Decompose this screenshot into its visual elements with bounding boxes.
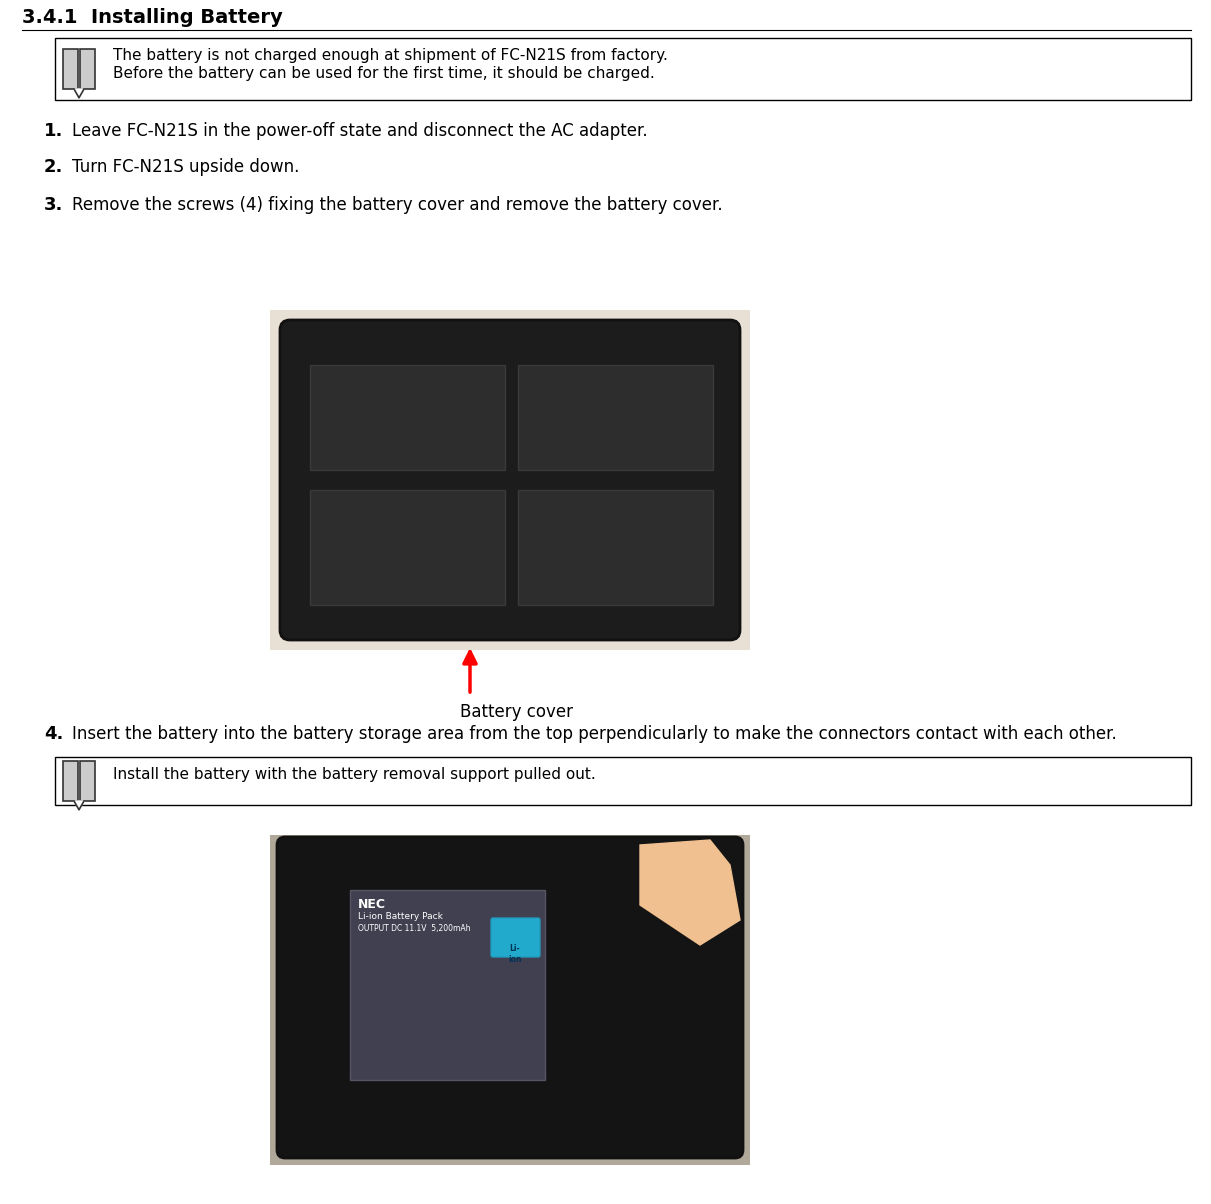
FancyBboxPatch shape	[518, 365, 713, 470]
Text: Li-
ion: Li- ion	[509, 944, 522, 963]
Text: 3.4.1  Installing Battery: 3.4.1 Installing Battery	[22, 8, 282, 26]
Text: OUTPUT DC 11.1V  5,200mAh: OUTPUT DC 11.1V 5,200mAh	[358, 923, 471, 933]
FancyBboxPatch shape	[270, 309, 750, 650]
FancyBboxPatch shape	[63, 761, 78, 801]
Text: Remove the screws (4) fixing the battery cover and remove the battery cover.: Remove the screws (4) fixing the battery…	[71, 196, 723, 214]
Text: 4.: 4.	[44, 725, 63, 743]
FancyBboxPatch shape	[270, 836, 750, 1165]
Text: Leave FC-N21S in the power-off state and disconnect the AC adapter.: Leave FC-N21S in the power-off state and…	[71, 122, 648, 140]
Text: Battery cover: Battery cover	[460, 703, 573, 721]
FancyBboxPatch shape	[490, 917, 540, 957]
Text: 1.: 1.	[44, 122, 63, 140]
Polygon shape	[74, 801, 84, 810]
Polygon shape	[639, 840, 740, 945]
FancyBboxPatch shape	[54, 757, 1190, 805]
Text: NEC: NEC	[358, 898, 386, 911]
FancyBboxPatch shape	[80, 49, 94, 89]
Text: The battery is not charged enough at shipment of FC-N21S from factory.: The battery is not charged enough at shi…	[113, 48, 668, 63]
Text: 2.: 2.	[44, 158, 63, 176]
FancyBboxPatch shape	[277, 837, 744, 1158]
Text: Li-ion Battery Pack: Li-ion Battery Pack	[358, 911, 443, 921]
Text: Insert the battery into the battery storage area from the top perpendicularly to: Insert the battery into the battery stor…	[71, 725, 1117, 743]
FancyBboxPatch shape	[54, 39, 1190, 100]
Text: 3.: 3.	[44, 196, 63, 214]
Text: Install the battery with the battery removal support pulled out.: Install the battery with the battery rem…	[113, 767, 596, 783]
Text: Before the battery can be used for the first time, it should be charged.: Before the battery can be used for the f…	[113, 66, 655, 81]
FancyBboxPatch shape	[80, 761, 94, 801]
FancyBboxPatch shape	[310, 490, 505, 604]
FancyBboxPatch shape	[63, 49, 78, 89]
FancyBboxPatch shape	[280, 320, 740, 641]
Text: Turn FC-N21S upside down.: Turn FC-N21S upside down.	[71, 158, 299, 176]
FancyBboxPatch shape	[310, 365, 505, 470]
FancyBboxPatch shape	[350, 890, 545, 1080]
Polygon shape	[74, 89, 84, 98]
FancyBboxPatch shape	[518, 490, 713, 604]
